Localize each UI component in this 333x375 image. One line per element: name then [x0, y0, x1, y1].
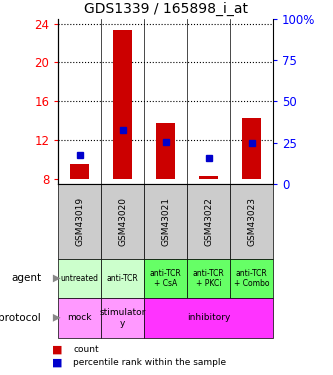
Text: mock: mock [68, 314, 92, 322]
Text: percentile rank within the sample: percentile rank within the sample [73, 358, 226, 368]
Text: GSM43022: GSM43022 [204, 197, 213, 246]
Bar [113, 30, 133, 179]
Bar [199, 177, 218, 179]
Text: GSM43020: GSM43020 [118, 197, 127, 246]
Bar [144, 184, 187, 259]
Text: GSM43019: GSM43019 [75, 196, 84, 246]
Text: agent: agent [11, 273, 41, 284]
Text: anti-TCR
+ CsA: anti-TCR + CsA [150, 269, 181, 288]
Text: GSM43023: GSM43023 [247, 197, 256, 246]
Bar [242, 118, 261, 179]
Bar [58, 298, 101, 338]
Title: GDS1339 / 165898_i_at: GDS1339 / 165898_i_at [84, 2, 248, 16]
Text: anti-TCR
+ Combo: anti-TCR + Combo [234, 269, 269, 288]
Bar [230, 259, 273, 298]
Text: ■: ■ [52, 358, 62, 368]
Text: inhibitory: inhibitory [187, 314, 230, 322]
Text: anti-TCR: anti-TCR [107, 274, 139, 283]
Bar [101, 298, 144, 338]
Text: protocol: protocol [0, 313, 41, 323]
Bar [58, 259, 101, 298]
Text: GSM43021: GSM43021 [161, 197, 170, 246]
Text: stimulator
y: stimulator y [100, 308, 146, 327]
Text: anti-TCR
+ PKCi: anti-TCR + PKCi [193, 269, 224, 288]
Bar [70, 164, 90, 179]
Bar [58, 184, 101, 259]
Bar [144, 259, 187, 298]
Bar [101, 184, 144, 259]
Bar [144, 298, 273, 338]
Bar [230, 184, 273, 259]
Text: untreated: untreated [61, 274, 99, 283]
Bar [187, 184, 230, 259]
Text: count: count [73, 345, 99, 354]
Bar [156, 123, 175, 179]
Bar [101, 259, 144, 298]
Text: ■: ■ [52, 344, 62, 354]
Bar [187, 259, 230, 298]
